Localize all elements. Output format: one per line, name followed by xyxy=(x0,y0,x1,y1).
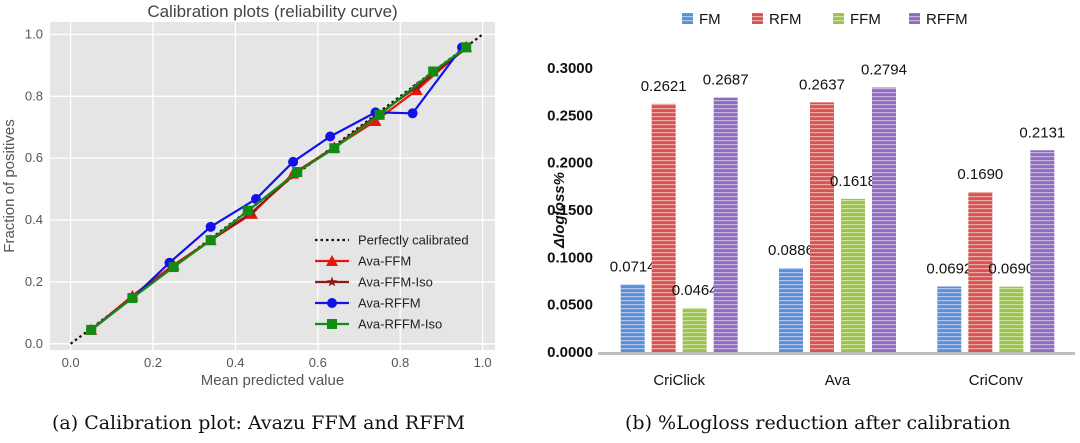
bar-value-label: 0.0692 xyxy=(926,260,972,277)
legend-swatch-rffm xyxy=(909,13,920,24)
x-tick-label: Ava xyxy=(825,372,851,389)
bar-group-criconv: 0.0692 0.1690 0.0690 0.2131 xyxy=(926,124,1065,352)
y-tick-label: 0.6 xyxy=(25,150,43,165)
bar-rfm xyxy=(651,103,676,353)
caption-logloss-reduction: (b) %Logloss reduction after calibration xyxy=(625,412,1011,434)
data-point-ava-rffm-iso xyxy=(461,42,472,53)
data-point-ava-rffm-iso xyxy=(205,235,216,246)
data-point-ava-rffm-iso xyxy=(292,167,303,178)
y-tick-label: 0.1000 xyxy=(547,249,593,266)
x-tick-label: CriConv xyxy=(969,372,1024,389)
data-point-ava-rffm xyxy=(325,131,336,142)
data-point-ava-ffm-iso xyxy=(411,81,422,92)
x-tick-label: 0.8 xyxy=(391,355,409,370)
y-axis-label: Δlogloss% xyxy=(551,172,568,249)
legend-swatch-fm xyxy=(682,13,693,24)
data-point-ava-ffm xyxy=(369,115,382,127)
legend-marker-ava-ffm xyxy=(326,255,338,266)
bar-rfm xyxy=(968,192,993,352)
bar-rffm xyxy=(713,97,738,352)
data-point-ava-rffm-iso xyxy=(428,66,439,77)
y-tick-label: 0.0500 xyxy=(547,297,593,314)
bar-rffm xyxy=(1030,150,1055,352)
legend-label-ava-rffm-iso: Ava-RFFM-Iso xyxy=(358,317,442,332)
bar-value-label: 0.2131 xyxy=(1019,124,1065,141)
x-tick-label: 0.6 xyxy=(309,355,327,370)
legend-marker-ava-rffm-iso xyxy=(327,319,337,329)
x-tick-label: 1.0 xyxy=(474,355,492,370)
legend-marker-ava-ffm-iso xyxy=(326,276,338,287)
y-tick-label: 1.0 xyxy=(25,26,43,41)
legend-label-rffm: RFFM xyxy=(926,11,968,28)
data-point-ava-rffm xyxy=(407,108,418,119)
legend-label-rfm: RFM xyxy=(769,11,802,28)
data-point-ava-rffm-iso xyxy=(329,143,340,154)
bar-ffm xyxy=(682,308,707,352)
x-tick-label: CriClick xyxy=(653,372,705,389)
bar-group-criclick: 0.0714 0.2621 0.0464 0.2687 xyxy=(610,72,749,353)
data-point-ava-rffm xyxy=(288,156,299,167)
bar-rffm xyxy=(872,87,896,352)
y-tick-label: 0.2000 xyxy=(547,155,593,172)
y-tick-label: 0.8 xyxy=(25,88,43,103)
series-line-ava-rffm-iso xyxy=(90,46,467,331)
bar-group-ava: 0.0886 0.2637 0.1618 0.2794 xyxy=(768,62,907,352)
legend-marker-ava-rffm xyxy=(327,298,337,308)
series-line-ava-rffm xyxy=(90,46,463,331)
data-point-ava-rffm-iso xyxy=(242,205,253,216)
y-tick-label: 0.0 xyxy=(25,336,43,351)
legend-swatch-ffm xyxy=(833,13,844,24)
x-axis-label: Mean predicted value xyxy=(201,372,344,389)
bar-rfm xyxy=(810,102,834,352)
y-axis-label: Fraction of positives xyxy=(1,119,18,252)
x-axis-baseline xyxy=(598,352,1075,355)
data-point-ava-rffm-iso xyxy=(127,293,138,304)
data-point-ava-rffm xyxy=(205,221,216,232)
y-tick-label: 0.2 xyxy=(25,274,43,289)
series-ava-rffm-iso xyxy=(86,42,472,335)
logloss-bar-chart: 0.0000 0.0500 0.1000 0.1500 0.2000 0.2500 0.30… xyxy=(547,11,1075,389)
legend-label-ava-ffm-iso: Ava-FFM-Iso xyxy=(358,275,433,290)
y-tick-label: 0.3000 xyxy=(547,60,593,77)
plot-area xyxy=(50,22,495,350)
bar-value-label: 0.2794 xyxy=(861,62,907,79)
calibration-plot: 0.0 0.2 0.4 0.6 0.8 1.0 0.0 0.2 0.4 0.6 0.8 1.0 Cali… xyxy=(1,2,495,389)
bar-value-label: 0.1618 xyxy=(830,173,876,190)
bar-value-label: 0.2621 xyxy=(641,78,687,95)
caption-calibration-plot: (a) Calibration plot: Avazu FFM and RFFM xyxy=(52,412,466,434)
bar-value-label: 0.1690 xyxy=(957,166,1003,183)
legend-label-perfectly-calibrated: Perfectly calibrated xyxy=(358,233,469,248)
data-point-ava-ffm xyxy=(410,84,423,96)
bar-value-label: 0.2637 xyxy=(799,76,845,93)
x-tick-label: 0.2 xyxy=(144,355,162,370)
y-tick-label: 0.1500 xyxy=(547,202,593,219)
data-point-ava-rffm-iso xyxy=(374,109,385,120)
legend-label-ava-rffm: Ava-RFFM xyxy=(358,296,421,311)
bar-ffm xyxy=(999,286,1024,352)
bar-value-label: 0.0714 xyxy=(610,258,656,275)
bar-value-label: 0.0886 xyxy=(768,242,814,259)
legend-label-ava-ffm: Ava-FFM xyxy=(358,254,411,269)
bar-ffm xyxy=(841,198,865,352)
bar-value-label: 0.2687 xyxy=(703,72,749,89)
x-tick-label: 0.0 xyxy=(62,355,80,370)
x-tick-label: 0.4 xyxy=(226,355,244,370)
y-tick-label: 0.2500 xyxy=(547,107,593,124)
data-point-ava-rffm-iso xyxy=(86,324,97,335)
bar-value-label: 0.0464 xyxy=(672,282,718,299)
bar-fm xyxy=(937,286,962,352)
chart-title: Calibration plots (reliability curve) xyxy=(147,2,397,21)
y-tick-label: 0.0000 xyxy=(547,344,593,361)
legend-swatch-rfm xyxy=(752,13,763,24)
bar-fm xyxy=(779,268,803,352)
bar-value-label: 0.0690 xyxy=(988,261,1034,278)
data-point-ava-rffm-iso xyxy=(168,262,179,273)
legend-label-fm: FM xyxy=(699,11,721,28)
bar-fm xyxy=(620,284,645,352)
legend-label-ffm: FFM xyxy=(850,11,881,28)
y-tick-label: 0.4 xyxy=(25,212,43,227)
